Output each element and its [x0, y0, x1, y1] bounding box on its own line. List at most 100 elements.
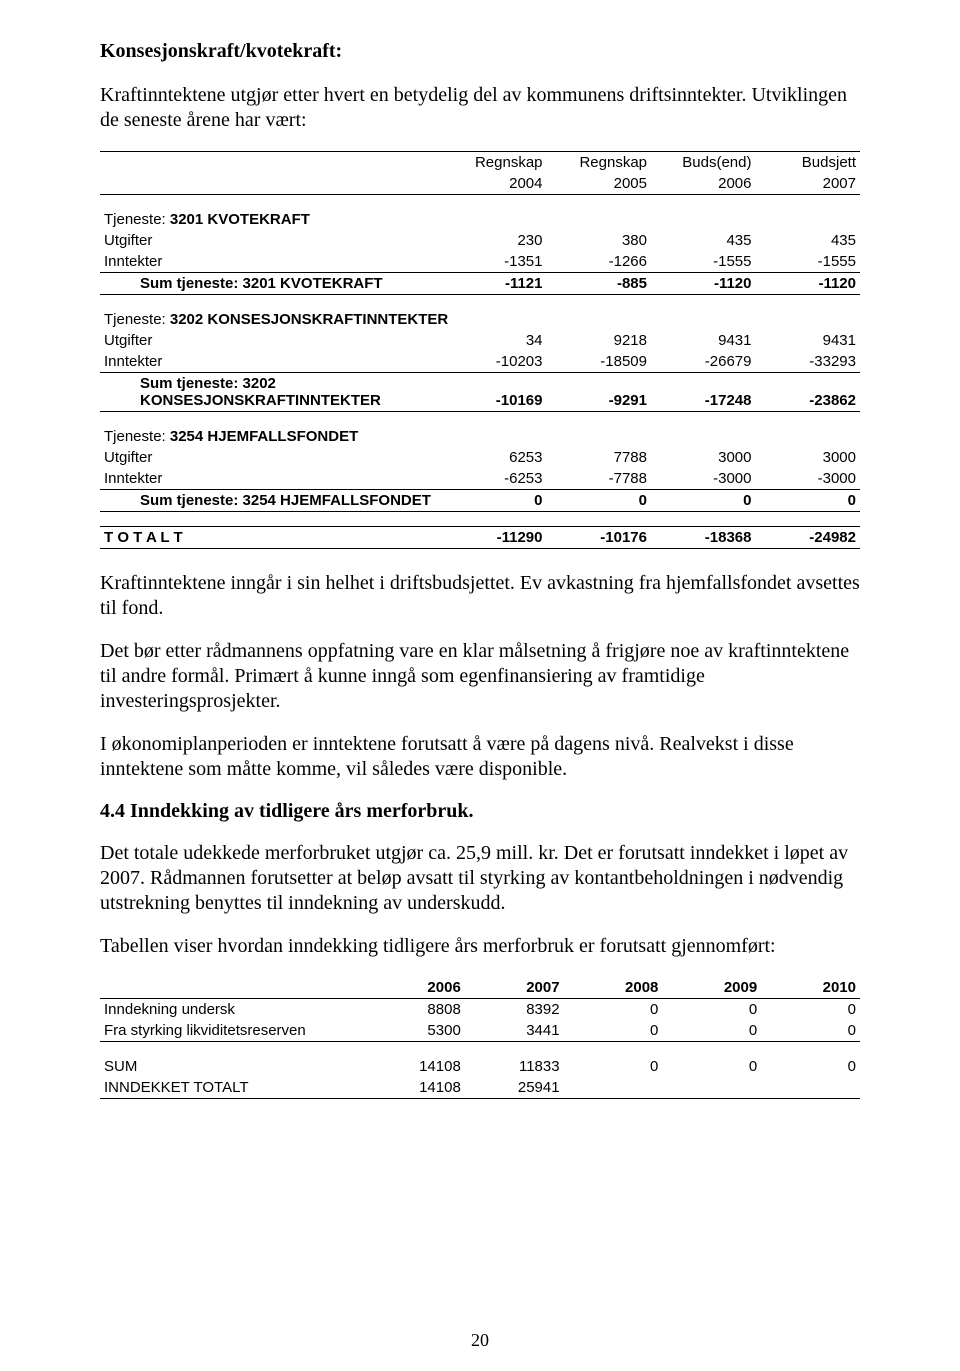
row-label: Inntekter [100, 468, 442, 490]
sum-label: Sum tjeneste: 3202 KONSESJONSKRAFTINNTEK… [100, 373, 442, 412]
cell: 6253 [442, 447, 547, 468]
sum-cell: 0 [651, 490, 756, 512]
row-label: Inntekter [100, 251, 442, 273]
row-label: Fra styrking likviditetsreserven [100, 1020, 366, 1042]
tjeneste-row: Tjeneste: 3201 KVOTEKRAFT [100, 209, 860, 230]
total-cell: -18368 [651, 527, 756, 549]
row-label: Inndekning undersk [100, 999, 366, 1021]
sum-cell: -9291 [547, 373, 652, 412]
row-label: Utgifter [100, 230, 442, 251]
sum-label: Sum tjeneste: 3201 KVOTEKRAFT [100, 273, 442, 295]
row-label: SUM [100, 1056, 366, 1077]
tjeneste-row: Tjeneste: 3202 KONSESJONSKRAFTINNTEKTER [100, 309, 860, 330]
sum-row: INNDEKKET TOTALT 14108 25941 [100, 1077, 860, 1099]
total-label: T O T A L T [100, 527, 442, 549]
sum-row: Sum tjeneste: 3202 KONSESJONSKRAFTINNTEK… [100, 373, 860, 412]
sum-row: Sum tjeneste: 3254 HJEMFALLSFONDET0000 [100, 490, 860, 512]
sum-row: SUM 14108 11833 0 0 0 [100, 1056, 860, 1077]
col-year: 2005 [547, 173, 652, 195]
table-header-row: 2006 2007 2008 2009 2010 [100, 977, 860, 999]
cell: -1555 [756, 251, 861, 273]
cell: 9431 [756, 330, 861, 351]
cell: 0 [761, 1020, 860, 1042]
cell: 5300 [366, 1020, 465, 1042]
cell: 3000 [651, 447, 756, 468]
cell: 3000 [756, 447, 861, 468]
sum-cell: -1121 [442, 273, 547, 295]
table-row: Inndekning undersk 8808 8392 0 0 0 [100, 999, 860, 1021]
body-paragraph: I økonomiplanperioden er inntektene foru… [100, 732, 860, 782]
cell: 435 [756, 230, 861, 251]
cell: 0 [564, 999, 663, 1021]
total-cell: -10176 [547, 527, 652, 549]
cell: 0 [662, 1056, 761, 1077]
sum-cell: -10169 [442, 373, 547, 412]
total-cell: -24982 [756, 527, 861, 549]
cell: 0 [761, 1056, 860, 1077]
cell: 3441 [465, 1020, 564, 1042]
body-paragraph: Det totale udekkede merforbruket utgjør … [100, 841, 860, 916]
col-year: 2008 [564, 977, 663, 999]
cell: 8392 [465, 999, 564, 1021]
col-year: 2006 [366, 977, 465, 999]
sum-cell: 0 [756, 490, 861, 512]
row-label: INNDEKKET TOTALT [100, 1077, 366, 1099]
cell: -7788 [547, 468, 652, 490]
tjeneste-label: Tjeneste: 3202 KONSESJONSKRAFTINNTEKTER [100, 309, 860, 330]
inndekking-table: 2006 2007 2008 2009 2010 Inndekning unde… [100, 977, 860, 1099]
tjeneste-row: Tjeneste: 3254 HJEMFALLSFONDET [100, 426, 860, 447]
table-row: Fra styrking likviditetsreserven 5300 34… [100, 1020, 860, 1042]
cell: -10203 [442, 351, 547, 373]
table-header-row: Regnskap Regnskap Buds(end) Budsjett [100, 152, 860, 174]
cell: 230 [442, 230, 547, 251]
col-header: Regnskap [547, 152, 652, 174]
cell: -18509 [547, 351, 652, 373]
sum-cell: -1120 [756, 273, 861, 295]
col-year: 2007 [465, 977, 564, 999]
table-row: Utgifter230380435435 [100, 230, 860, 251]
cell: -1266 [547, 251, 652, 273]
sum-cell: 0 [442, 490, 547, 512]
sum-row: Sum tjeneste: 3201 KVOTEKRAFT-1121-885-1… [100, 273, 860, 295]
cell: -1351 [442, 251, 547, 273]
sum-cell: -1120 [651, 273, 756, 295]
cell: 14108 [366, 1077, 465, 1099]
col-year: 2009 [662, 977, 761, 999]
table-row: Utgifter34921894319431 [100, 330, 860, 351]
body-paragraph: Tabellen viser hvordan inndekking tidlig… [100, 934, 860, 959]
total-cell: -11290 [442, 527, 547, 549]
cell [564, 1077, 663, 1099]
cell: -3000 [756, 468, 861, 490]
cell: 435 [651, 230, 756, 251]
col-year: 2006 [651, 173, 756, 195]
intro-paragraph: Kraftinntektene utgjør etter hvert en be… [100, 83, 860, 133]
table-row: Utgifter6253778830003000 [100, 447, 860, 468]
sum-cell: -23862 [756, 373, 861, 412]
cell: 0 [662, 1020, 761, 1042]
col-header: Regnskap [442, 152, 547, 174]
col-header: Buds(end) [651, 152, 756, 174]
page-number: 20 [0, 1330, 960, 1351]
tjeneste-label: Tjeneste: 3201 KVOTEKRAFT [100, 209, 860, 230]
cell: -3000 [651, 468, 756, 490]
cell: 14108 [366, 1056, 465, 1077]
kraft-table: Regnskap Regnskap Buds(end) Budsjett 200… [100, 151, 860, 549]
sum-cell: 0 [547, 490, 652, 512]
cell: 9218 [547, 330, 652, 351]
sum-cell: -885 [547, 273, 652, 295]
row-label: Utgifter [100, 447, 442, 468]
cell: -6253 [442, 468, 547, 490]
cell: 0 [761, 999, 860, 1021]
cell: -1555 [651, 251, 756, 273]
body-paragraph: Det bør etter rådmannens oppfatning vare… [100, 639, 860, 714]
cell: 0 [564, 1056, 663, 1077]
cell: 25941 [465, 1077, 564, 1099]
cell: 0 [564, 1020, 663, 1042]
cell: 9431 [651, 330, 756, 351]
cell: 0 [662, 999, 761, 1021]
col-year: 2010 [761, 977, 860, 999]
page: Konsesjonskraft/kvotekraft: Kraftinntekt… [0, 0, 960, 1371]
row-label: Utgifter [100, 330, 442, 351]
sum-label: Sum tjeneste: 3254 HJEMFALLSFONDET [100, 490, 442, 512]
body-paragraph: Kraftinntektene inngår i sin helhet i dr… [100, 571, 860, 621]
